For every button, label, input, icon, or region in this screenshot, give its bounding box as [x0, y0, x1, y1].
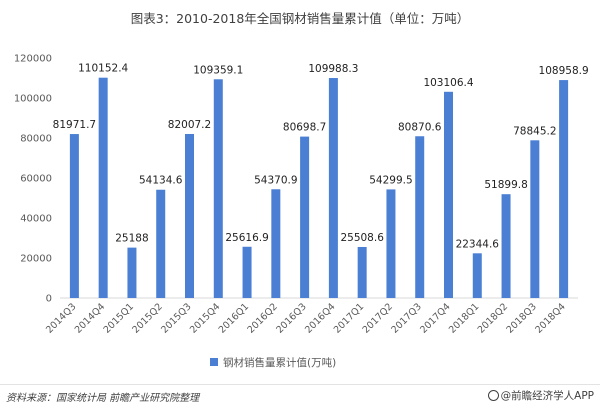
x-tick-label: 2017Q2 [361, 301, 395, 335]
bar [328, 78, 338, 298]
footer-divider [0, 384, 600, 385]
data-label: 109988.3 [308, 63, 358, 75]
data-label: 25188 [115, 233, 148, 245]
bar [185, 133, 194, 298]
y-tick-label: 120000 [14, 54, 52, 65]
bar [242, 246, 252, 298]
x-tick-label: 2018Q4 [533, 301, 567, 335]
data-label: 109359.1 [193, 64, 243, 76]
data-label: 22344.6 [456, 238, 500, 250]
data-label: 54134.6 [139, 175, 183, 187]
data-label: 25508.6 [340, 232, 384, 244]
x-tick-label: 2016Q4 [303, 301, 337, 335]
data-label: 54370.9 [254, 174, 297, 186]
bar [386, 189, 396, 298]
brand-credit: @前瞻经济学人APP [487, 388, 594, 403]
bar [415, 136, 425, 298]
data-label: 25616.9 [225, 232, 268, 244]
data-label: 110152.4 [78, 63, 128, 75]
legend-swatch [210, 358, 218, 366]
x-tick-label: 2015Q2 [130, 301, 164, 335]
data-label: 80698.7 [283, 122, 326, 134]
brand-logo-icon [487, 390, 499, 401]
x-tick-label: 2018Q1 [447, 301, 481, 335]
bar [472, 253, 482, 298]
bar [300, 136, 310, 298]
y-tick-label: 20000 [20, 254, 52, 265]
x-tick-label: 2015Q3 [159, 301, 193, 335]
data-label: 82007.2 [168, 119, 211, 131]
x-tick-label: 2015Q1 [102, 301, 136, 335]
x-tick-label: 2018Q3 [505, 301, 539, 335]
y-tick-label: 0 [46, 294, 52, 305]
x-tick-label: 2015Q4 [188, 301, 222, 335]
bar [444, 91, 453, 298]
data-label: 80870.6 [398, 121, 442, 133]
y-tick-label: 40000 [20, 214, 52, 225]
x-tick-label: 2016Q3 [274, 301, 308, 335]
x-tick-label: 2017Q1 [332, 301, 366, 335]
bar [127, 247, 137, 298]
bar [357, 246, 367, 298]
x-tick-label: 2016Q1 [217, 301, 251, 335]
x-tick-label: 2014Q4 [73, 301, 107, 335]
x-tick-label: 2017Q4 [418, 301, 452, 335]
chart-title: 图表3：2010-2018年全国钢材销售量累计值（单位：万吨） [130, 11, 470, 26]
data-label: 103106.4 [423, 77, 473, 89]
source-note: 资料来源：国家统计局 前瞻产业研究院整理 [6, 393, 200, 404]
bar [559, 80, 569, 298]
bar [69, 134, 79, 298]
data-label: 108958.9 [539, 65, 589, 77]
y-tick-label: 100000 [14, 94, 52, 105]
data-label: 78845.2 [513, 125, 556, 137]
y-tick-label: 60000 [20, 174, 52, 185]
bar [156, 189, 166, 298]
x-tick-label: 2018Q2 [476, 301, 510, 335]
x-tick-label: 2017Q3 [389, 301, 423, 335]
bar [271, 189, 281, 298]
bar [501, 194, 511, 298]
data-label: 81971.7 [53, 119, 96, 131]
data-label: 54299.5 [369, 174, 412, 186]
y-tick-label: 80000 [20, 134, 52, 145]
x-tick-label: 2014Q3 [44, 301, 78, 335]
data-label: 51899.8 [484, 179, 527, 191]
legend-label: 钢材销售量累计值(万吨) [223, 356, 336, 369]
brand-text: @前瞻经济学人APP [500, 390, 594, 402]
bar [213, 79, 223, 298]
x-tick-label: 2016Q2 [246, 301, 280, 335]
bar [98, 77, 108, 299]
bar [530, 140, 540, 298]
